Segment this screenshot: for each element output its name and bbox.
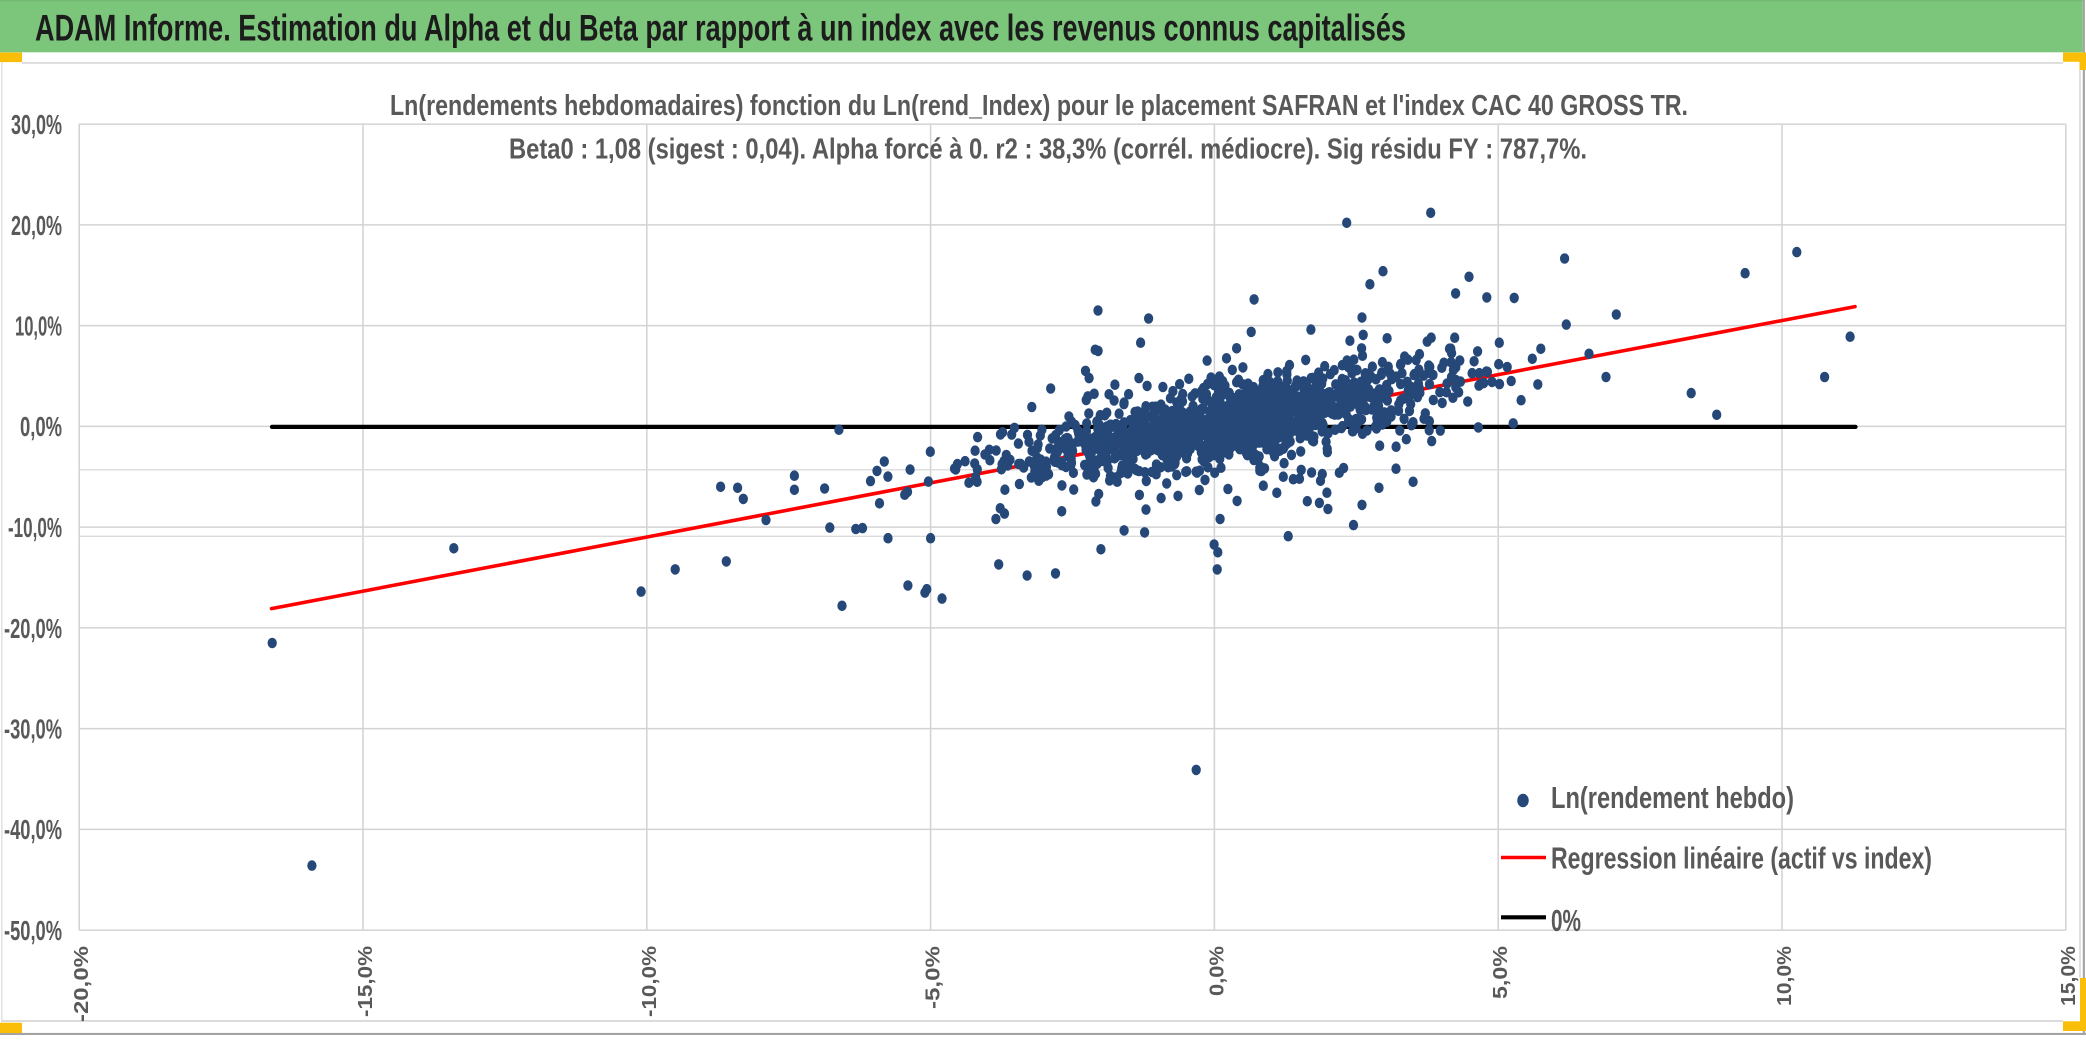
svg-text:0,0%: 0,0% bbox=[1206, 946, 1228, 996]
svg-text:0,0%: 0,0% bbox=[20, 411, 62, 442]
svg-text:0%: 0% bbox=[1551, 903, 1581, 938]
svg-text:10,0%: 10,0% bbox=[1774, 946, 1796, 1006]
svg-text:Ln(rendement hebdo): Ln(rendement hebdo) bbox=[1551, 780, 1794, 815]
svg-text:-50,0%: -50,0% bbox=[4, 915, 62, 946]
svg-text:-5,0%: -5,0% bbox=[923, 946, 945, 1009]
svg-text:-20,0%: -20,0% bbox=[4, 613, 62, 644]
svg-text:30,0%: 30,0% bbox=[11, 109, 62, 140]
svg-text:15,0%: 15,0% bbox=[2058, 946, 2080, 1006]
svg-text:-30,0%: -30,0% bbox=[4, 714, 62, 745]
svg-text:-40,0%: -40,0% bbox=[4, 814, 62, 845]
svg-text:Regression linéaire (actif vs: Regression linéaire (actif vs index) bbox=[1551, 841, 1932, 876]
svg-text:Ln(rendements hebdomadaires) f: Ln(rendements hebdomadaires) fonction du… bbox=[390, 90, 1688, 122]
svg-text:-15,0%: -15,0% bbox=[355, 946, 377, 1017]
svg-text:5,0%: 5,0% bbox=[1490, 946, 1512, 999]
svg-text:-20,0%: -20,0% bbox=[71, 946, 93, 1022]
svg-text:10,0%: 10,0% bbox=[15, 311, 62, 342]
svg-text:20,0%: 20,0% bbox=[11, 210, 62, 241]
svg-text:ADAM Informe. Estimation du Al: ADAM Informe. Estimation du Alpha et du … bbox=[35, 8, 1406, 49]
svg-text:Beta0 : 1,08 (sigest : 0,04).: Beta0 : 1,08 (sigest : 0,04). Alpha forc… bbox=[509, 134, 1587, 166]
svg-text:-10,0%: -10,0% bbox=[8, 512, 62, 543]
svg-text:-10,0%: -10,0% bbox=[639, 946, 661, 1017]
